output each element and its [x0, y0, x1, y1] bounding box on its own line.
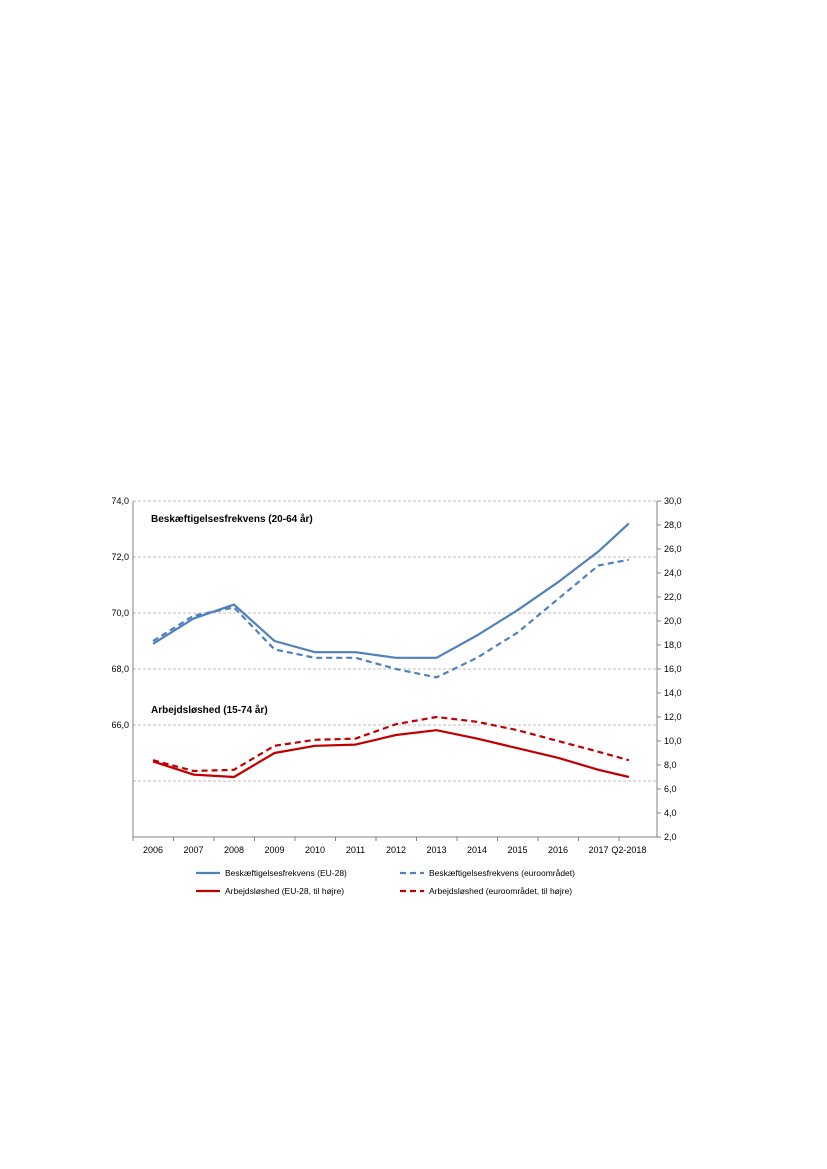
gridlines — [133, 500, 657, 782]
right-tick-label: 2,0 — [664, 832, 677, 842]
x-tick-label: 2009 — [264, 845, 284, 855]
left-axis-ticks: 74,0 72,0 70,0 68,0 66,0 — [111, 496, 129, 730]
right-axis-ticks: 30,0 28,0 26,0 24,0 22,0 20,0 18,0 16,0 14,0 12,0… — [657, 496, 682, 842]
right-tick-label: 10,0 — [664, 736, 682, 746]
left-tick-label: 66,0 — [111, 720, 129, 730]
left-tick-label: 68,0 — [111, 664, 129, 674]
right-tick-label: 20,0 — [664, 616, 682, 626]
right-tick-label: 4,0 — [664, 808, 677, 818]
x-axis-ticks: 2006 2007 2008 2009 2010 2011 2012 2013 2014 2015… — [132, 837, 646, 855]
x-tick-label: 2006 — [143, 845, 163, 855]
x-tick-label: 2015 — [507, 845, 527, 855]
left-tick-label: 74,0 — [111, 496, 129, 506]
x-tick-label: 2014 — [467, 845, 487, 855]
right-tick-label: 18,0 — [664, 640, 682, 650]
x-tick-label: 2012 — [386, 845, 406, 855]
left-tick-label: 70,0 — [111, 608, 129, 618]
x-tick-label: 2011 — [346, 845, 365, 855]
x-tick-label: 2016 — [548, 845, 568, 855]
x-tick-label: 2010 — [305, 845, 325, 855]
series-line — [152, 715, 630, 773]
right-tick-label: 6,0 — [664, 784, 677, 794]
right-tick-label: 22,0 — [664, 592, 682, 602]
x-tick-label: 2013 — [426, 845, 446, 855]
right-tick-label: 28,0 — [664, 520, 682, 530]
right-tick-label: 30,0 — [664, 496, 682, 506]
x-tick-label: Q2-2018 — [611, 845, 646, 855]
right-tick-label: 16,0 — [664, 664, 682, 674]
series-line — [152, 522, 630, 659]
legend: Beskæftigelsesfrekvens (EU-28) Beskæftige… — [196, 868, 575, 896]
right-tick-label: 8,0 — [664, 760, 677, 770]
legend-label: Arbejdsløshed (euroområdet, til højre) — [429, 886, 572, 896]
left-tick-label: 72,0 — [111, 552, 129, 562]
legend-label: Beskæftigelsesfrekvens (EU-28) — [225, 868, 347, 878]
employment-annotation: Beskæftigelsesfrekvens (20-64 år) — [151, 513, 313, 525]
right-tick-label: 12,0 — [664, 712, 682, 722]
right-tick-label: 26,0 — [664, 544, 682, 554]
right-tick-label: 24,0 — [664, 568, 682, 578]
series-line — [152, 558, 630, 679]
unemployment-annotation: Arbejdsløshed (15-74 år) — [151, 704, 268, 716]
legend-label: Arbejdsløshed (EU-28, til højre) — [225, 886, 344, 896]
legend-label: Beskæftigelsesfrekvens (euroområdet) — [429, 868, 575, 878]
series-line — [152, 729, 630, 779]
x-tick-label: 2017 — [588, 845, 608, 855]
x-tick-label: 2007 — [183, 845, 203, 855]
x-tick-label: 2008 — [224, 845, 244, 855]
right-tick-label: 14,0 — [664, 688, 682, 698]
series-lines — [152, 522, 630, 779]
